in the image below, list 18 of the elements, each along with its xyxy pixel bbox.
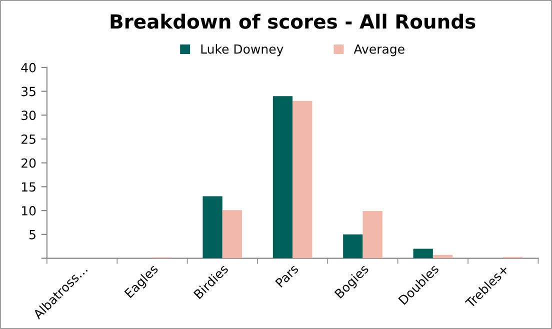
- y-tick-label: 20: [22, 158, 36, 168]
- bar: [343, 234, 363, 258]
- bar: [272, 96, 293, 258]
- bar: [202, 196, 222, 258]
- y-tick-label: 5: [30, 230, 36, 240]
- y-tick-label: 25: [22, 134, 36, 144]
- y-tick-label: 10: [22, 206, 36, 216]
- chart-title: Breakdown of scores - All Rounds: [110, 14, 476, 29]
- y-tick-label: 40: [21, 62, 36, 72]
- y-tick-label: 30: [22, 110, 36, 120]
- y-tick-label: 15: [22, 182, 36, 192]
- bar: [413, 248, 433, 258]
- bar: [362, 211, 382, 258]
- bar: [292, 100, 312, 258]
- bar: [222, 210, 242, 258]
- y-tick-label: 35: [22, 86, 36, 96]
- legend-label: Luke Downey: [201, 44, 284, 56]
- legend-label: Average: [354, 44, 404, 56]
